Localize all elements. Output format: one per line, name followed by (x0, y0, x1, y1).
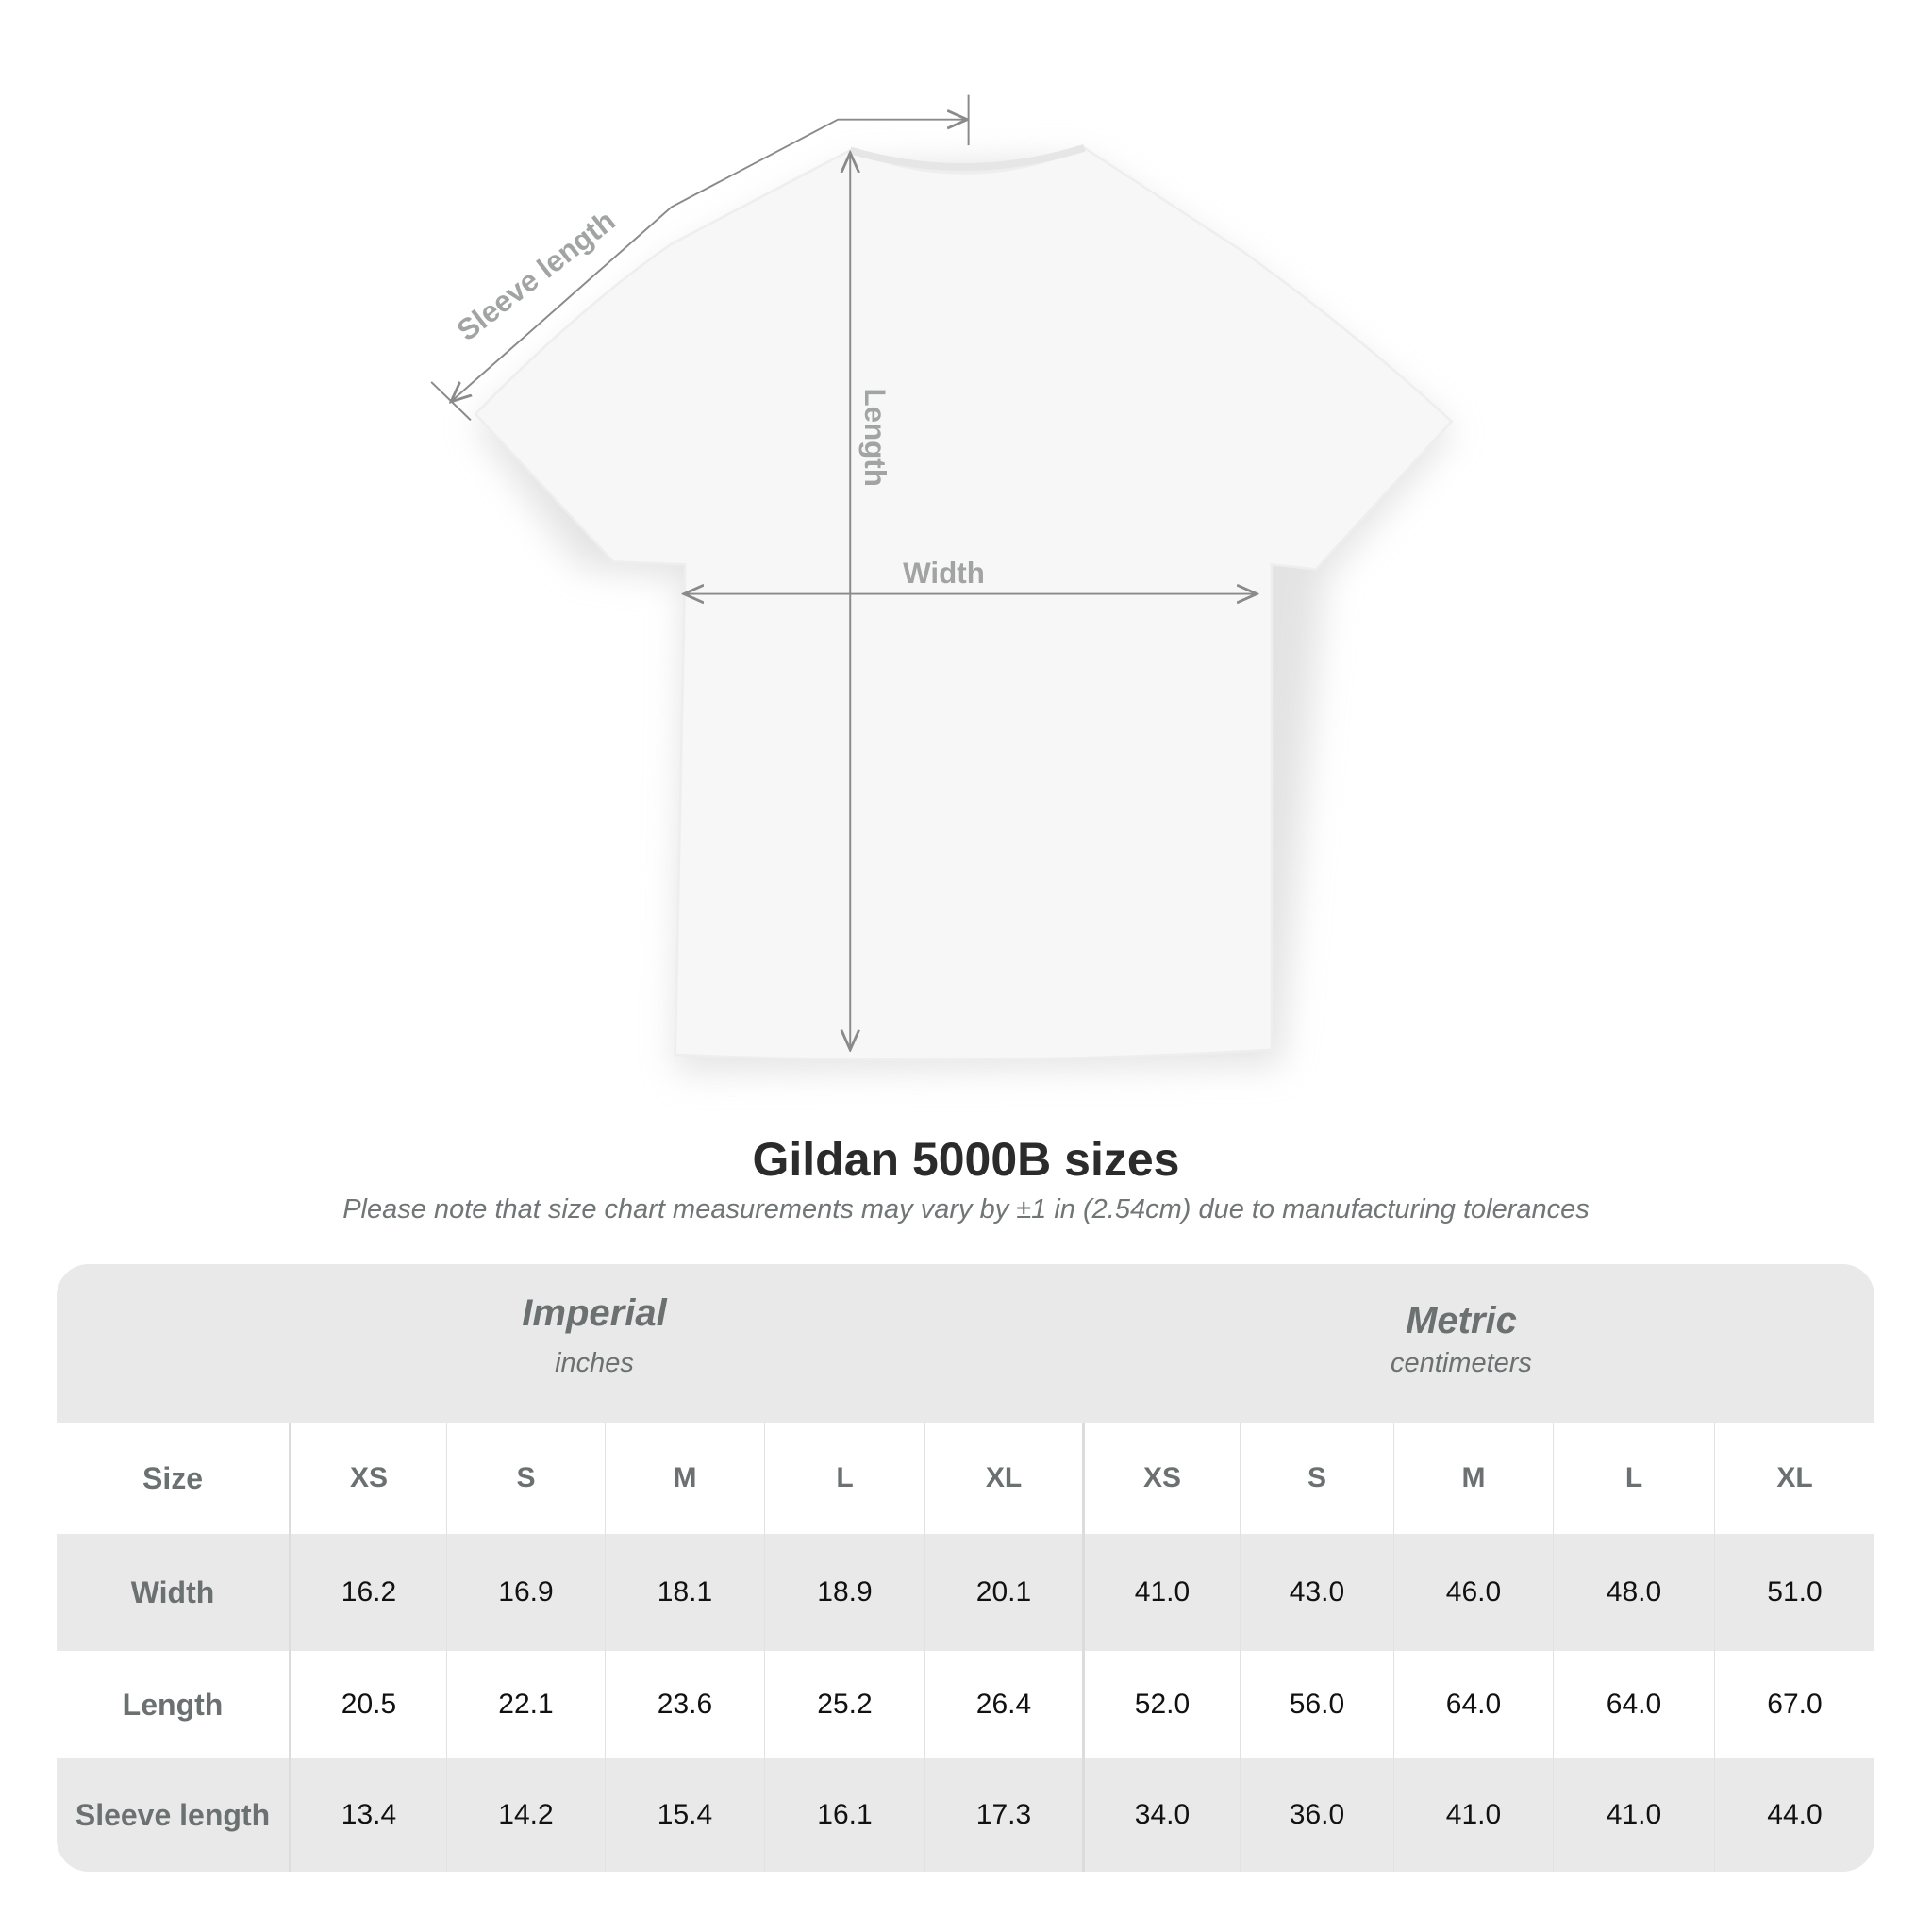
table-cell: 41.0 (1393, 1758, 1553, 1872)
table-cell: 20.5 (289, 1651, 446, 1758)
sleeve-tick (430, 381, 472, 422)
table-cell: 34.0 (1082, 1758, 1240, 1872)
table-cell: 15.4 (605, 1758, 764, 1872)
table-cell: 44.0 (1714, 1758, 1874, 1872)
size-column-header: S (1240, 1423, 1393, 1534)
table-row: Length 20.5 22.1 23.6 25.2 26.4 52.0 56.0 64.0 64… (57, 1651, 1874, 1758)
sleeve-arrow (451, 120, 967, 402)
row-label: Width (130, 1574, 215, 1609)
size-table: Imperial inches Metric centimeters Size X… (57, 1264, 1874, 1872)
table-cell: 16.1 (764, 1758, 924, 1872)
size-column-header: XS (289, 1423, 446, 1534)
table-cell: 23.6 (605, 1651, 764, 1758)
table-row: Width 16.2 16.9 18.1 18.9 20.1 41.0 43.0 46.0 48.… (57, 1534, 1874, 1651)
table-cell: 16.2 (289, 1534, 446, 1651)
table-cell: 16.9 (446, 1534, 605, 1651)
table-cell: 18.9 (764, 1534, 924, 1651)
table-cell: 48.0 (1553, 1534, 1714, 1651)
metric-unit: centimeters (1391, 1348, 1532, 1378)
tolerance-note: Please note that size chart measurements… (342, 1194, 1590, 1224)
size-column-header: L (1553, 1423, 1714, 1534)
table-cell: 46.0 (1393, 1534, 1553, 1651)
table-cell: 22.1 (446, 1651, 605, 1758)
table-cell: 43.0 (1240, 1534, 1393, 1651)
unit-header-band: Imperial inches Metric centimeters (57, 1264, 1874, 1423)
imperial-title: Imperial (522, 1292, 667, 1334)
row-label: Length (122, 1687, 224, 1722)
size-column-header: XS (1082, 1423, 1240, 1534)
table-cell: 51.0 (1714, 1534, 1874, 1651)
imperial-unit: inches (555, 1348, 634, 1378)
table-cell: 64.0 (1393, 1651, 1553, 1758)
table-cell: 18.1 (605, 1534, 764, 1651)
header-row: Size XS S M L XL XS S M L XL (57, 1423, 1874, 1534)
imperial-group: Imperial inches (500, 1292, 689, 1379)
table-cell: 17.3 (924, 1758, 1082, 1872)
size-column-header: M (1393, 1423, 1553, 1534)
table-row: Sleeve length 13.4 14.2 15.4 16.1 17.3 34.0 36.… (57, 1758, 1874, 1872)
length-label: Length (858, 388, 891, 486)
size-column-header: XL (1714, 1423, 1874, 1534)
table-cell: 20.1 (924, 1534, 1082, 1651)
size-header: Size (142, 1460, 204, 1495)
table-cell: 56.0 (1240, 1651, 1393, 1758)
table-cell: 26.4 (924, 1651, 1082, 1758)
row-label: Sleeve length (75, 1797, 271, 1832)
table-cell: 67.0 (1714, 1651, 1874, 1758)
width-label: Width (903, 557, 985, 590)
metric-title: Metric (1406, 1300, 1517, 1341)
table-cell: 14.2 (446, 1758, 605, 1872)
table-cell: 36.0 (1240, 1758, 1393, 1872)
table-cell: 52.0 (1082, 1651, 1240, 1758)
size-column-header: S (446, 1423, 605, 1534)
metric-group: Metric centimeters (1320, 1300, 1603, 1379)
size-column-header: L (764, 1423, 924, 1534)
page-title: Gildan 5000B sizes (752, 1133, 1180, 1186)
table-cell: 41.0 (1553, 1758, 1714, 1872)
table-cell: 64.0 (1553, 1651, 1714, 1758)
size-column-header: XL (924, 1423, 1082, 1534)
size-column-header: M (605, 1423, 764, 1534)
table-cell: 41.0 (1082, 1534, 1240, 1651)
table-cell: 25.2 (764, 1651, 924, 1758)
table-cell: 13.4 (289, 1758, 446, 1872)
